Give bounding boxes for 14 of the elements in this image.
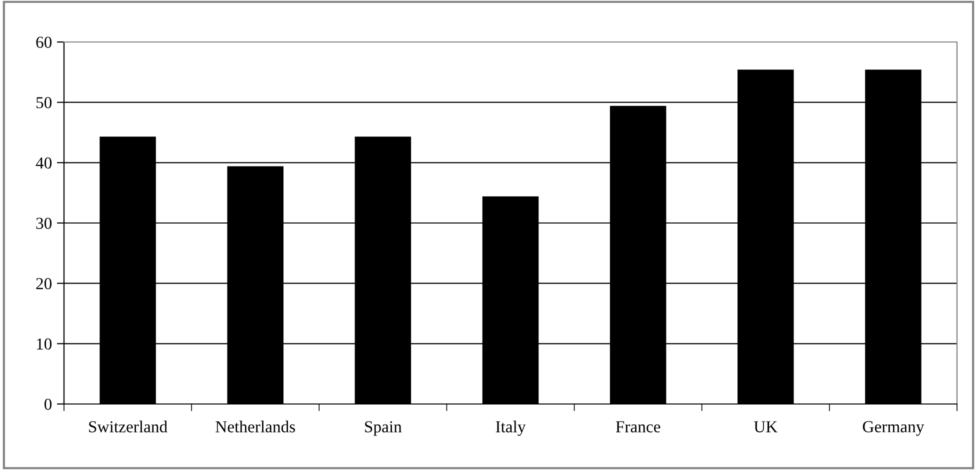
x-tick-label: Switzerland — [89, 420, 168, 432]
y-tick-label: 50 — [36, 97, 52, 108]
x-tick-label: Netherlands — [216, 420, 296, 432]
x-tick-label: Spain — [365, 421, 402, 436]
x-tick-label: Italy — [496, 420, 526, 436]
x-tick-label: France — [616, 421, 660, 432]
y-tick-label: 20 — [36, 278, 52, 290]
x-tick-label: UK — [754, 421, 778, 432]
y-tick-label: 30 — [36, 218, 52, 229]
y-tick-label: 60 — [36, 36, 52, 48]
y-tick-label: 0 — [44, 398, 52, 410]
y-tick-label: 10 — [36, 338, 52, 350]
x-tick-label: Germany — [862, 421, 924, 436]
y-tick-label: 40 — [36, 157, 52, 169]
